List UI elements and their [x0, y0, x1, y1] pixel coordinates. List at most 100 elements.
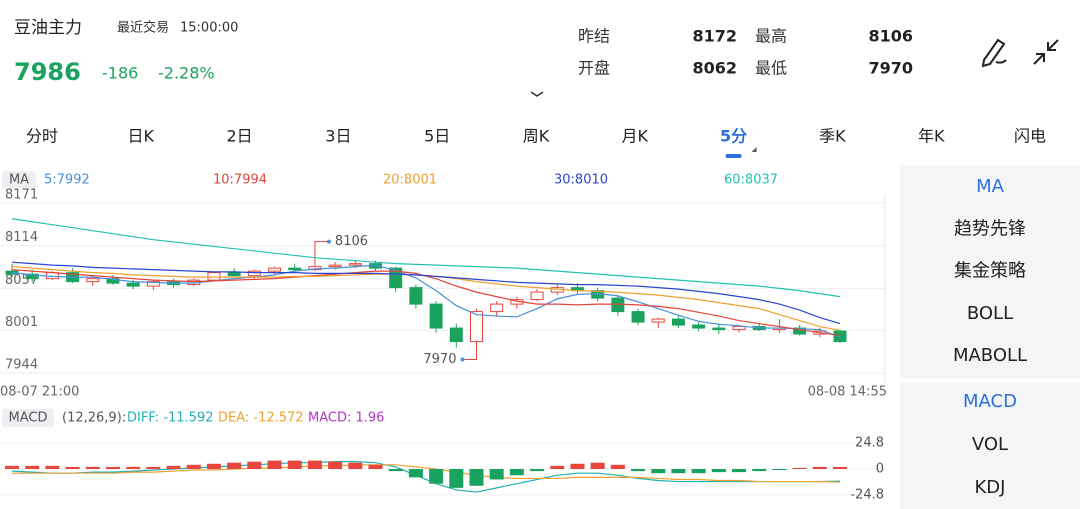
main-indicator-panel	[900, 165, 1080, 378]
indicator-option[interactable]: 趋势先锋	[954, 218, 1026, 239]
candle-body	[530, 291, 544, 301]
macd-bar	[267, 460, 282, 469]
candle-body	[469, 311, 483, 343]
legend-params: (12,26,9):	[62, 411, 126, 426]
candle-body	[106, 278, 120, 284]
x-tick-label: 08-07 21:00	[0, 385, 79, 400]
candle-body	[268, 267, 282, 272]
macd-bar	[833, 466, 847, 469]
indicator-option[interactable]: KDJ	[975, 477, 1006, 498]
macd-bar	[631, 469, 646, 472]
macd-bar	[651, 469, 666, 474]
indicator-option[interactable]: MABOLL	[953, 345, 1027, 366]
stat-label: 最高	[755, 27, 787, 46]
stat-label: 开盘	[578, 59, 610, 78]
tab[interactable]: 3日	[325, 127, 351, 146]
macd-bar	[328, 461, 343, 469]
macd-bar	[5, 465, 19, 469]
macd-bar	[348, 462, 363, 469]
macd-bar	[772, 469, 787, 471]
macd-bar	[408, 469, 423, 478]
expand-chevron[interactable]	[530, 91, 544, 97]
candle-body	[833, 330, 847, 343]
ma-legend: 20:8001	[383, 173, 437, 188]
indicator-option[interactable]: VOL	[972, 434, 1008, 455]
tab[interactable]: 5分	[720, 127, 747, 146]
macd-bar	[307, 460, 322, 469]
macd-bar	[732, 469, 747, 473]
candle-body	[348, 263, 362, 266]
min-annotation-line	[462, 353, 477, 361]
candle-body	[126, 282, 140, 287]
tab[interactable]: 5日	[424, 127, 450, 146]
tab[interactable]: 周K	[523, 127, 550, 146]
tab[interactable]: 年K	[918, 127, 945, 146]
y-tick-label: 0	[876, 462, 884, 477]
tab[interactable]: 月K	[622, 127, 649, 146]
max-annotation: 8106	[335, 234, 368, 249]
y-tick-label: -24.8	[850, 488, 884, 503]
min-annotation-dot	[460, 357, 465, 362]
legend-title: MA	[9, 173, 29, 188]
tab[interactable]: 日K	[128, 127, 155, 146]
legend-box	[2, 171, 36, 189]
candle-body	[692, 324, 706, 329]
ma-line	[11, 264, 841, 338]
stat-label: 昨结	[578, 27, 610, 46]
candle-body	[409, 287, 423, 305]
candle-body	[449, 327, 463, 343]
macd-bar	[752, 469, 767, 472]
last-trade-time: 15:00:00	[180, 21, 238, 36]
tab[interactable]: 闪电	[1014, 127, 1046, 146]
y-tick-label: 8171	[5, 188, 38, 203]
macd-bar	[711, 469, 726, 473]
candle-body	[429, 303, 443, 329]
legend-title: MACD	[9, 411, 48, 426]
collapse-icon[interactable]	[1033, 39, 1059, 65]
macd-bar	[610, 464, 625, 469]
macd-bar	[65, 466, 80, 469]
tab[interactable]: 季K	[819, 127, 846, 146]
candle-body	[207, 272, 221, 281]
macd-bar	[792, 467, 807, 469]
symbol: 豆油主力	[14, 18, 82, 38]
tab[interactable]: 分时	[26, 127, 58, 146]
y-tick-label: 8114	[5, 230, 38, 245]
indicator-option[interactable]: MACD	[963, 391, 1017, 412]
x-tick-label: 08-08 14:55	[808, 385, 887, 400]
max-annotation-dot	[326, 239, 331, 244]
ma-legend: 30:8010	[554, 173, 608, 188]
macd-bar	[691, 469, 706, 474]
macd-line	[12, 464, 841, 483]
price: 7986	[14, 58, 81, 86]
change-pct: -2.28%	[158, 64, 215, 83]
macd-bar	[186, 464, 201, 469]
candle-body	[86, 278, 100, 283]
stat-value: 8106	[868, 27, 913, 46]
macd-bar	[388, 469, 403, 472]
ma-legend: 5:7992	[44, 173, 90, 188]
candle-body	[793, 327, 807, 335]
macd-bar	[489, 469, 504, 480]
macd-bar	[126, 466, 141, 469]
candle-body	[247, 270, 261, 277]
tab[interactable]: 2日	[227, 127, 253, 146]
indicator-option[interactable]: MA	[976, 176, 1005, 197]
y-tick-label: 24.8	[855, 436, 884, 451]
candle-body	[146, 281, 160, 287]
candle-body	[25, 273, 39, 280]
tab-dropdown[interactable]	[751, 147, 757, 152]
indicator-option[interactable]: BOLL	[967, 303, 1013, 324]
macd-bar	[671, 469, 686, 474]
macd-legend: MACD: 1.96	[308, 411, 384, 426]
candle-body	[671, 318, 685, 326]
macd-bar	[166, 465, 181, 469]
indicator-option[interactable]: 集金策略	[954, 261, 1026, 282]
candle-body	[288, 267, 302, 271]
draw-icon[interactable]	[981, 38, 1007, 68]
macd-bar	[105, 466, 120, 469]
stat-value: 7970	[868, 59, 913, 78]
y-tick-label: 8001	[5, 315, 38, 330]
ma-line	[11, 218, 841, 298]
candle-body	[651, 318, 665, 323]
